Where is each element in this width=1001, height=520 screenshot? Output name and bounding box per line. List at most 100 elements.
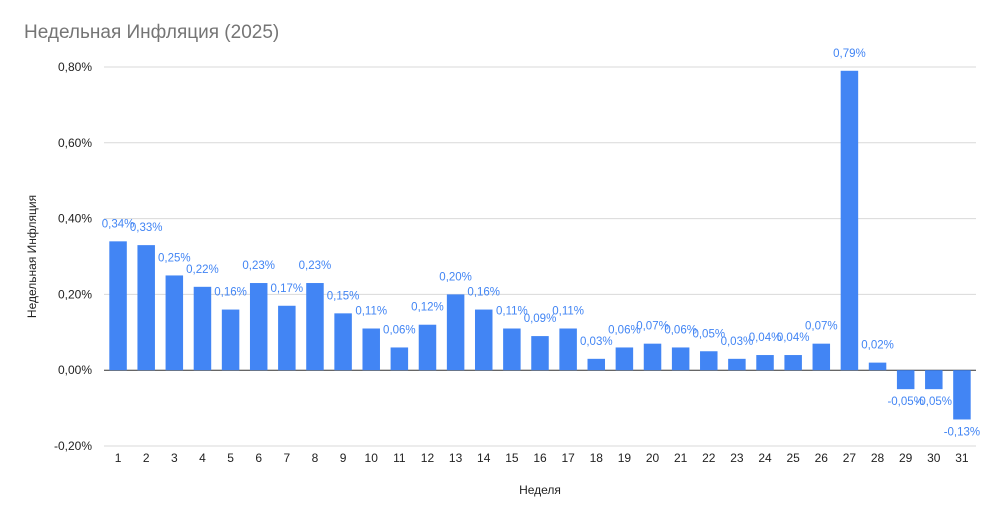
bar-data-label: 0,05% <box>692 328 725 340</box>
bar-data-label: 0,07% <box>636 321 669 333</box>
bar-data-label: 0,16% <box>214 287 247 299</box>
bar <box>474 309 493 371</box>
bar <box>503 328 521 371</box>
x-tick-label: 29 <box>899 451 913 465</box>
bar-data-label: 0,06% <box>664 324 697 336</box>
bar <box>531 336 549 371</box>
x-tick-label: 26 <box>815 451 829 465</box>
bar <box>615 347 634 371</box>
bar <box>784 355 802 371</box>
bar-data-label: 0,22% <box>186 264 219 276</box>
bar <box>221 309 240 371</box>
bar-data-label: 0,25% <box>158 252 191 264</box>
y-tick-label: -0,20% <box>54 439 92 453</box>
bar-data-label: 0,04% <box>749 332 782 344</box>
bar-data-label: 0,23% <box>242 260 275 272</box>
x-tick-label: 1 <box>115 451 122 465</box>
bar <box>362 328 380 371</box>
bar-data-label: 0,33% <box>130 222 163 234</box>
x-tick-label: 20 <box>646 451 660 465</box>
bar-data-label: 0,07% <box>805 321 838 333</box>
x-tick-label: 16 <box>533 451 547 465</box>
x-tick-label: 11 <box>393 451 406 465</box>
bar <box>643 343 662 371</box>
x-tick-label: 14 <box>477 451 491 465</box>
bar-data-label: 0,15% <box>327 290 360 302</box>
x-tick-label: 3 <box>171 451 178 465</box>
bar <box>109 241 127 371</box>
bar <box>249 283 268 371</box>
bar <box>390 347 409 371</box>
bar-data-label: 0,11% <box>552 306 584 318</box>
bar-data-label: -0,05% <box>916 396 952 408</box>
bar-data-label: -0,05% <box>887 396 923 408</box>
x-tick-label: 6 <box>255 451 262 465</box>
bar <box>587 358 606 371</box>
x-tick-label: 8 <box>312 451 319 465</box>
bar-data-label: 0,09% <box>524 313 557 325</box>
bar <box>446 294 465 371</box>
x-tick-label: 5 <box>227 451 234 465</box>
bar <box>559 328 577 371</box>
chart-title: Недельная Инфляция (2025) <box>24 22 280 43</box>
y-tick-label: 0,20% <box>58 287 92 301</box>
bar-data-label: 0,79% <box>833 48 866 60</box>
bar <box>953 370 971 420</box>
bar <box>812 343 831 371</box>
x-tick-label: 21 <box>674 451 688 465</box>
x-tick-label: 18 <box>590 451 604 465</box>
bar-data-label: 0,11% <box>496 306 528 318</box>
x-tick-label: 13 <box>449 451 463 465</box>
x-tick-label: 27 <box>843 451 857 465</box>
bar-data-label: 0,04% <box>777 332 810 344</box>
x-tick-label: 28 <box>871 451 885 465</box>
x-tick-label: 15 <box>505 451 519 465</box>
x-tick-label: 19 <box>618 451 632 465</box>
bar-data-label: 0,03% <box>721 336 754 348</box>
x-tick-label: 10 <box>365 451 379 465</box>
x-tick-label: 31 <box>955 451 969 465</box>
bar <box>193 286 212 371</box>
bar <box>306 283 324 371</box>
bar-data-label: 0,06% <box>383 324 416 336</box>
bar <box>868 362 887 371</box>
bar <box>925 370 943 390</box>
bar <box>671 347 690 371</box>
bar-data-label: 0,11% <box>355 306 387 318</box>
x-axis-title: Неделя <box>519 483 561 497</box>
bar <box>728 358 746 371</box>
bar-data-label: 0,12% <box>411 302 444 314</box>
bar <box>418 324 437 371</box>
y-tick-label: 0,80% <box>58 60 92 74</box>
y-tick-label: 0,00% <box>58 363 92 377</box>
x-tick-label: 25 <box>786 451 800 465</box>
bar <box>756 355 774 371</box>
bar-data-label: 0,06% <box>608 324 641 336</box>
x-tick-label: 2 <box>143 451 150 465</box>
bar <box>137 245 155 371</box>
y-tick-label: 0,60% <box>58 136 92 150</box>
x-tick-label: 12 <box>421 451 435 465</box>
y-axis-title: Недельная Инфляция <box>25 195 39 318</box>
bar-data-label: 0,20% <box>439 271 472 283</box>
x-tick-label: 22 <box>702 451 716 465</box>
x-tick-label: 9 <box>340 451 347 465</box>
x-tick-label: 24 <box>758 451 772 465</box>
bar <box>334 313 352 371</box>
bar-data-label: -0,13% <box>944 426 980 438</box>
bar <box>165 275 184 371</box>
bar-data-label: 0,16% <box>467 287 500 299</box>
bar-data-label: 0,03% <box>580 336 613 348</box>
bar <box>278 305 296 371</box>
x-tick-label: 17 <box>561 451 575 465</box>
bar <box>700 351 718 371</box>
x-tick-label: 30 <box>927 451 941 465</box>
x-tick-label: 7 <box>283 451 290 465</box>
bar <box>840 70 859 371</box>
x-tick-label: 4 <box>199 451 206 465</box>
bar-data-label: 0,23% <box>299 260 332 272</box>
x-tick-label: 23 <box>730 451 744 465</box>
bar-data-label: 0,17% <box>271 283 304 295</box>
